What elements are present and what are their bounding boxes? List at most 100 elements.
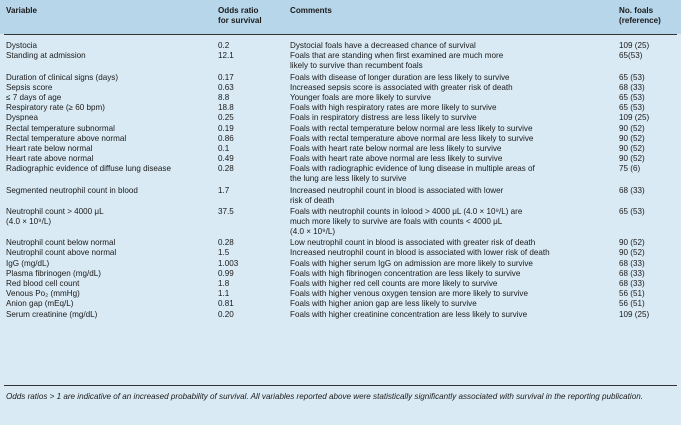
cell-odds-ratio: 0.17 <box>218 72 234 82</box>
cell-variable: Radiographic evidence of diffuse lung di… <box>6 164 211 174</box>
header-odds-line2: for survival <box>218 16 262 25</box>
cell-odds-ratio: 1.7 <box>218 185 230 195</box>
cell-variable: Venous Po₂ (mmHg) <box>6 289 211 299</box>
cell-variable: IgG (mg/dL) <box>6 259 211 269</box>
cell-no-foals: 65 (53) <box>619 92 645 102</box>
cell-comments: Foals with higher anion gap are less lik… <box>290 299 615 309</box>
cell-comments-line: Foals with higher serum IgG on admission… <box>290 258 533 268</box>
cell-comments: Foals with higher creatinine concentrati… <box>290 310 615 320</box>
cell-comments-line: Foals with heart rate below normal are l… <box>290 143 502 153</box>
cell-no-foals: 90 (52) <box>619 248 645 258</box>
cell-variable: Plasma fibrinogen (mg/dL) <box>6 269 211 279</box>
cell-variable: Neutrophil count > 4000 μL (4.0 × 10⁹/L) <box>6 207 211 227</box>
cell-no-foals: 90 (52) <box>619 238 645 248</box>
cell-odds-ratio: 1.8 <box>218 278 230 288</box>
cell-variable: Standing at admission <box>6 51 211 61</box>
cell-no-foals: 68 (33) <box>619 268 645 278</box>
cell-comments: Increased neutrophil count in blood is a… <box>290 186 615 206</box>
cell-no-foals: 68 (33) <box>619 278 645 288</box>
cell-odds-ratio: 0.49 <box>218 154 234 164</box>
cell-variable-line: Red blood cell count <box>6 278 80 288</box>
cell-variable: Dystocia <box>6 41 211 51</box>
cell-odds-ratio: 8.8 <box>218 92 230 102</box>
cell-odds-ratio: 0.19 <box>218 123 234 133</box>
cell-variable: Neutrophil count below normal <box>6 238 211 248</box>
cell-comments: Foals with radiographic evidence of lung… <box>290 164 615 184</box>
cell-no-foals: 109 (25) <box>619 113 650 123</box>
cell-variable-line: Segmented neutrophil count in blood <box>6 185 138 195</box>
header-comments: Comments <box>290 6 332 15</box>
cell-variable-line: Heart rate below normal <box>6 143 93 153</box>
cell-odds-ratio: 0.25 <box>218 113 234 123</box>
cell-variable: Rectal temperature above normal <box>6 134 211 144</box>
cell-variable-line: Heart rate above normal <box>6 154 94 164</box>
cell-variable-line: Anion gap (mEq/L) <box>6 299 74 309</box>
header-variable: Variable <box>6 6 38 15</box>
cell-comments: Increased sepsis score is associated wit… <box>290 83 615 93</box>
cell-odds-ratio: 0.63 <box>218 82 234 92</box>
bottom-divider <box>4 385 677 386</box>
cell-variable-line: Serum creatinine (mg/dL) <box>6 309 98 319</box>
cell-odds-ratio: 37.5 <box>218 206 234 216</box>
cell-comments-line: Foals with high respiratory rates are mo… <box>290 103 497 113</box>
cell-odds-ratio: 0.28 <box>218 238 234 248</box>
cell-comments-line: (4.0 × 10⁹/L) <box>290 226 336 236</box>
cell-comments-line: Foals with disease of longer duration ar… <box>290 72 510 82</box>
cell-variable-line: Respiratory rate (≥ 60 bpm) <box>6 103 105 113</box>
cell-comments: Foals with rectal temperature above norm… <box>290 134 615 144</box>
cell-variable-line: Rectal temperature subnormal <box>6 123 115 133</box>
cell-variable-line: Neutrophil count > 4000 μL <box>6 206 104 216</box>
cell-variable-line: Duration of clinical signs (days) <box>6 72 119 82</box>
cell-comments-line: Foals with higher venous oxygen tension … <box>290 289 528 299</box>
header-foals-line2: (reference) <box>619 16 661 25</box>
cell-variable-line: ≤ 7 days of age <box>6 92 62 102</box>
cell-odds-ratio: 0.81 <box>218 299 234 309</box>
cell-no-foals: 65 (53) <box>619 72 645 82</box>
cell-variable-line: Rectal temperature above normal <box>6 133 127 143</box>
table-header: Variable Odds ratio for survival Comment… <box>0 0 681 34</box>
cell-variable: Red blood cell count <box>6 279 211 289</box>
cell-variable-line: Venous Po₂ (mmHg) <box>6 289 80 299</box>
table-footnote: Odds ratios > 1 are indicative of an inc… <box>6 392 643 401</box>
cell-comments: Foals with higher serum IgG on admission… <box>290 259 615 269</box>
cell-comments: Foals in respiratory distress are less l… <box>290 113 615 123</box>
cell-variable: Duration of clinical signs (days) <box>6 73 211 83</box>
cell-comments-line: Foals that are standing when first exami… <box>290 51 504 61</box>
cell-comments: Dystocial foals have a decreased chance … <box>290 41 615 51</box>
cell-comments-line: Foals with higher anion gap are less lik… <box>290 299 477 309</box>
cell-comments: Increased neutrophil count in blood is a… <box>290 248 615 258</box>
cell-variable: Serum creatinine (mg/dL) <box>6 310 211 320</box>
cell-no-foals: 56 (51) <box>619 299 645 309</box>
cell-comments-line: likely to survive than recumbent foals <box>290 61 423 71</box>
cell-variable-line: Dyspnea <box>6 113 38 123</box>
cell-comments-line: Foals with rectal temperature above norm… <box>290 133 534 143</box>
cell-variable: Respiratory rate (≥ 60 bpm) <box>6 103 211 113</box>
cell-comments: Foals with heart rate below normal are l… <box>290 144 615 154</box>
cell-odds-ratio: 1.1 <box>218 289 230 299</box>
cell-variable: ≤ 7 days of age <box>6 93 211 103</box>
cell-odds-ratio: 1.003 <box>218 258 239 268</box>
cell-comments-line: Foals with neutrophil counts in lolood >… <box>290 206 523 216</box>
cell-comments-line: Foals with higher red cell counts are mo… <box>290 278 498 288</box>
cell-comments-line: Foals with high fibrinogen concentration… <box>290 268 521 278</box>
cell-variable-line: IgG (mg/dL) <box>6 258 50 268</box>
cell-variable-line: (4.0 × 10⁹/L) <box>6 216 52 226</box>
cell-variable: Rectal temperature subnormal <box>6 124 211 134</box>
cell-odds-ratio: 0.20 <box>218 309 234 319</box>
cell-variable-line: Standing at admission <box>6 51 86 61</box>
cell-comments: Foals with higher red cell counts are mo… <box>290 279 615 289</box>
cell-comments-line: Younger foals are more likely to survive <box>290 92 431 102</box>
cell-odds-ratio: 12.1 <box>218 51 234 61</box>
cell-comments: Low neutrophil count in blood is associa… <box>290 238 615 248</box>
cell-no-foals: 90 (52) <box>619 133 645 143</box>
cell-odds-ratio: 0.2 <box>218 41 230 50</box>
cell-variable-line: Neutrophil count below normal <box>6 238 116 248</box>
cell-variable-line: Neutrophil count above normal <box>6 248 117 258</box>
cell-no-foals: 109 (25) <box>619 41 650 50</box>
cell-no-foals: 65 (53) <box>619 103 645 113</box>
cell-no-foals: 68 (33) <box>619 82 645 92</box>
cell-odds-ratio: 18.8 <box>218 103 234 113</box>
cell-comments-line: Foals with radiographic evidence of lung… <box>290 164 535 174</box>
header-odds-ratio: Odds ratio for survival <box>218 6 262 26</box>
